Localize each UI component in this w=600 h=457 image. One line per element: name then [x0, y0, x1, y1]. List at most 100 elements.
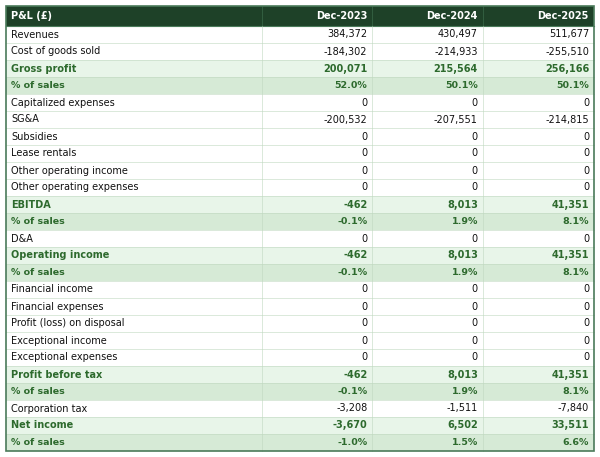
Text: 0: 0: [361, 234, 367, 244]
Bar: [6, 77, 594, 94]
Text: -0.1%: -0.1%: [337, 217, 367, 226]
Text: -462: -462: [343, 200, 367, 209]
Text: 8,013: 8,013: [447, 250, 478, 260]
Text: 0: 0: [583, 352, 589, 362]
Text: 0: 0: [361, 165, 367, 175]
Text: Dec-2023: Dec-2023: [316, 11, 367, 21]
Text: Dec-2024: Dec-2024: [427, 11, 478, 21]
Text: 0: 0: [583, 97, 589, 107]
Text: SG&A: SG&A: [11, 115, 39, 124]
Text: 1.9%: 1.9%: [451, 268, 478, 277]
Text: 200,071: 200,071: [323, 64, 367, 74]
Text: 384,372: 384,372: [327, 30, 367, 39]
Text: Operating income: Operating income: [11, 250, 109, 260]
Text: 1.9%: 1.9%: [451, 387, 478, 396]
Text: Other operating expenses: Other operating expenses: [11, 182, 139, 192]
Text: 0: 0: [583, 132, 589, 142]
Text: Dec-2025: Dec-2025: [538, 11, 589, 21]
Text: 0: 0: [472, 335, 478, 345]
Bar: [6, 26, 594, 43]
Text: 0: 0: [472, 132, 478, 142]
Text: 0: 0: [583, 182, 589, 192]
Bar: [6, 417, 594, 434]
Bar: [6, 383, 594, 400]
Text: 0: 0: [361, 335, 367, 345]
Bar: [6, 128, 594, 145]
Text: Financial expenses: Financial expenses: [11, 302, 104, 312]
Text: 0: 0: [583, 319, 589, 329]
Text: -200,532: -200,532: [323, 115, 367, 124]
Text: -0.1%: -0.1%: [337, 387, 367, 396]
Text: 1.5%: 1.5%: [452, 438, 478, 447]
Text: 0: 0: [472, 182, 478, 192]
Text: 0: 0: [361, 149, 367, 159]
Text: 0: 0: [472, 234, 478, 244]
Text: 0: 0: [361, 352, 367, 362]
Text: 8.1%: 8.1%: [563, 387, 589, 396]
Text: 430,497: 430,497: [438, 30, 478, 39]
Text: 0: 0: [472, 352, 478, 362]
Text: D&A: D&A: [11, 234, 33, 244]
Bar: [6, 332, 594, 349]
Text: 6,502: 6,502: [447, 420, 478, 430]
Text: 41,351: 41,351: [551, 250, 589, 260]
Bar: [6, 366, 594, 383]
Bar: [6, 111, 594, 128]
Bar: [6, 247, 594, 264]
Text: 6.6%: 6.6%: [563, 438, 589, 447]
Text: 0: 0: [472, 97, 478, 107]
Bar: [6, 43, 594, 60]
Text: 0: 0: [472, 319, 478, 329]
Text: -7,840: -7,840: [558, 404, 589, 414]
Text: 8,013: 8,013: [447, 200, 478, 209]
Text: 511,677: 511,677: [549, 30, 589, 39]
Bar: [6, 298, 594, 315]
Text: 0: 0: [361, 319, 367, 329]
Text: Exceptional income: Exceptional income: [11, 335, 107, 345]
Text: -3,670: -3,670: [332, 420, 367, 430]
Text: Other operating income: Other operating income: [11, 165, 128, 175]
Text: 0: 0: [361, 285, 367, 294]
Bar: [6, 349, 594, 366]
Text: Net income: Net income: [11, 420, 73, 430]
Text: Gross profit: Gross profit: [11, 64, 76, 74]
Text: % of sales: % of sales: [11, 438, 65, 447]
Text: 41,351: 41,351: [551, 370, 589, 379]
Bar: [6, 179, 594, 196]
Text: -184,302: -184,302: [324, 47, 367, 57]
Text: % of sales: % of sales: [11, 268, 65, 277]
Text: Capitalized expenses: Capitalized expenses: [11, 97, 115, 107]
Text: P&L (£): P&L (£): [11, 11, 52, 21]
Text: Exceptional expenses: Exceptional expenses: [11, 352, 118, 362]
Text: Subsidies: Subsidies: [11, 132, 58, 142]
Text: 0: 0: [583, 165, 589, 175]
Bar: [6, 60, 594, 77]
Text: % of sales: % of sales: [11, 217, 65, 226]
Text: 41,351: 41,351: [551, 200, 589, 209]
Text: 0: 0: [583, 335, 589, 345]
Text: -214,815: -214,815: [545, 115, 589, 124]
Text: Profit before tax: Profit before tax: [11, 370, 102, 379]
Text: 0: 0: [472, 165, 478, 175]
Text: 0: 0: [361, 132, 367, 142]
Bar: [6, 162, 594, 179]
Text: 8.1%: 8.1%: [563, 268, 589, 277]
Bar: [6, 196, 594, 213]
Bar: [6, 94, 594, 111]
Text: 52.0%: 52.0%: [335, 81, 367, 90]
Text: 0: 0: [583, 302, 589, 312]
Text: % of sales: % of sales: [11, 387, 65, 396]
Bar: [6, 400, 594, 417]
Bar: [6, 315, 594, 332]
Text: 0: 0: [361, 182, 367, 192]
Text: 0: 0: [472, 302, 478, 312]
Text: -462: -462: [343, 370, 367, 379]
Text: 0: 0: [361, 302, 367, 312]
Text: -1.0%: -1.0%: [337, 438, 367, 447]
Text: -0.1%: -0.1%: [337, 268, 367, 277]
Text: 8,013: 8,013: [447, 370, 478, 379]
Text: % of sales: % of sales: [11, 81, 65, 90]
Bar: [6, 434, 594, 451]
Text: 50.1%: 50.1%: [445, 81, 478, 90]
Bar: [6, 281, 594, 298]
